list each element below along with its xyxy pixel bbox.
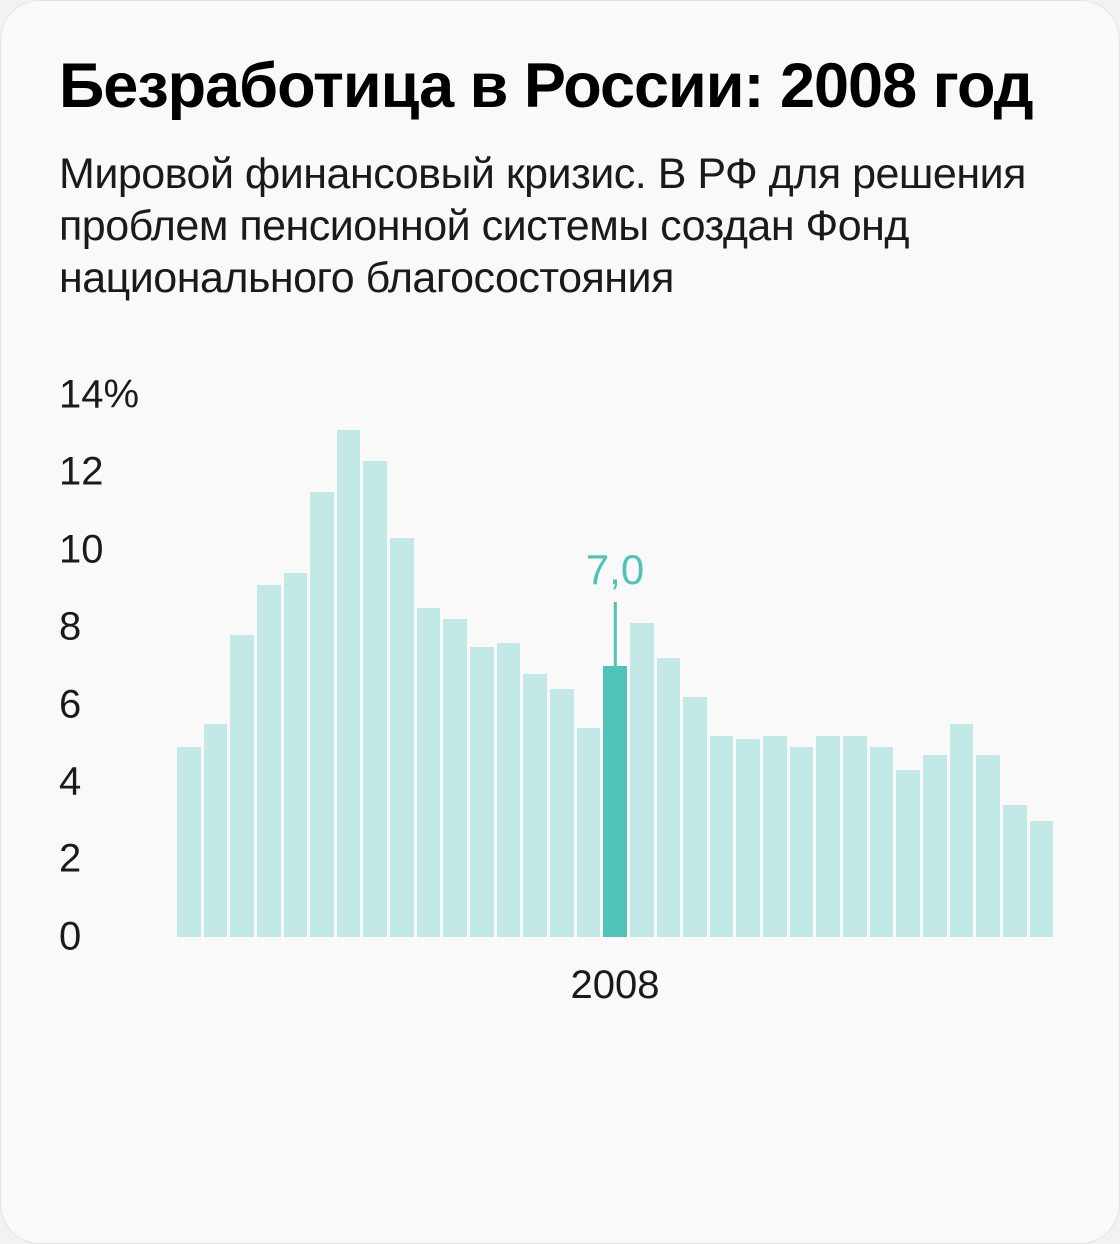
y-tick: 4 [59, 760, 81, 805]
bar-highlight [603, 666, 627, 937]
y-tick: 10 [59, 527, 104, 572]
x-tick: 2008 [571, 963, 660, 1008]
bar [470, 647, 494, 937]
bar [816, 736, 840, 937]
callout-line [613, 602, 616, 666]
chart-subtitle: Мировой финансовый кризис. В РФ для реше… [59, 148, 1061, 305]
bar [790, 747, 814, 937]
callout: 7,0 [586, 546, 644, 666]
x-axis: 2008 [177, 947, 1053, 997]
bar [976, 755, 1000, 937]
bar [683, 697, 707, 937]
bar [337, 430, 361, 937]
bar [577, 728, 601, 937]
bar [550, 689, 574, 937]
bar [843, 736, 867, 937]
bar [950, 724, 974, 937]
bars-container [177, 395, 1053, 937]
bar [443, 619, 467, 936]
bar [284, 573, 308, 937]
bar [763, 736, 787, 937]
y-tick: 0 [59, 914, 81, 959]
bar [204, 724, 228, 937]
bar [390, 538, 414, 937]
chart-card: Безработица в России: 2008 год Мировой ф… [0, 0, 1120, 1244]
bar [363, 461, 387, 937]
bar [923, 755, 947, 937]
bar [896, 770, 920, 936]
y-tick: 8 [59, 605, 81, 650]
y-tick: 12 [59, 450, 104, 495]
bar [870, 747, 894, 937]
bar [710, 736, 734, 937]
y-axis: 14%121086420 [59, 377, 159, 937]
y-tick: 14% [59, 372, 139, 417]
bar [523, 674, 547, 937]
y-tick: 6 [59, 682, 81, 727]
bar [177, 747, 201, 937]
chart-plot: 7,0 [177, 395, 1053, 937]
bar [630, 623, 654, 937]
callout-label: 7,0 [586, 546, 644, 594]
bar [257, 585, 281, 937]
chart-area: 14%121086420 7,0 2008 [59, 377, 1061, 997]
chart-title: Безработица в России: 2008 год [59, 51, 1061, 122]
bar [497, 643, 521, 937]
bar [736, 739, 760, 936]
bar [1030, 821, 1054, 937]
bar [1003, 805, 1027, 937]
y-tick: 2 [59, 837, 81, 882]
bar [310, 492, 334, 937]
bar [657, 658, 681, 937]
bar [417, 608, 441, 937]
bar [230, 635, 254, 937]
